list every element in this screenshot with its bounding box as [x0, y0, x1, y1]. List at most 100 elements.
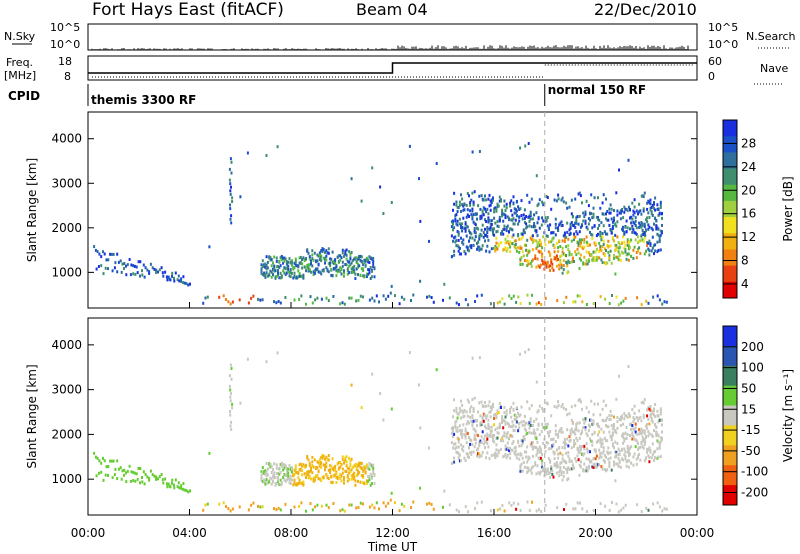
velocity-cell — [518, 457, 521, 461]
velocity-cell — [536, 410, 539, 414]
power-cell — [360, 260, 363, 263]
velocity-cell — [340, 479, 343, 483]
velocity-cell — [474, 441, 477, 445]
velocity-cell — [126, 469, 129, 473]
power-cell — [535, 239, 538, 243]
velocity-cell — [534, 445, 537, 449]
power-cell — [500, 199, 502, 203]
power-cell — [625, 219, 628, 223]
power-cell — [125, 264, 127, 268]
power-cell — [603, 247, 606, 251]
velocity-cell — [556, 433, 559, 436]
power-cell — [117, 260, 120, 264]
power-cell — [550, 258, 553, 262]
power-cell — [128, 258, 131, 261]
velocity-cell — [102, 456, 104, 460]
power-cell — [510, 218, 513, 222]
power-cell — [489, 199, 492, 203]
power-cell — [540, 303, 543, 306]
velocity-cell — [602, 399, 605, 403]
power-cell — [107, 258, 110, 262]
power-cell — [389, 291, 392, 295]
power-cell — [317, 262, 320, 266]
power-cell — [597, 227, 599, 230]
power-cell — [574, 300, 577, 304]
velocity-cell — [565, 451, 568, 455]
velocity-cell — [348, 471, 351, 475]
velocity-cell — [523, 465, 526, 469]
velocity-cell — [553, 464, 556, 468]
velocity-cell — [450, 431, 453, 435]
power-cell — [284, 267, 287, 270]
velocity-cell — [308, 470, 311, 474]
power-cell — [551, 231, 554, 235]
velocity-cell — [469, 410, 472, 414]
power-cell — [484, 234, 486, 237]
velocity-cell — [457, 440, 460, 444]
velocity-cell — [593, 402, 596, 406]
velocity-cell — [346, 474, 349, 478]
power-cell — [661, 216, 663, 220]
velocity-cell — [246, 357, 249, 361]
velocity-cell — [621, 416, 623, 420]
velocity-cell — [624, 414, 627, 418]
velocity-cell — [168, 484, 171, 488]
power-cell — [547, 265, 550, 269]
velocity-cell — [528, 508, 531, 512]
velocity-cell — [622, 422, 625, 426]
velocity-cell — [637, 447, 639, 451]
power-cell — [472, 202, 475, 206]
power-cell — [136, 271, 139, 275]
power-cell — [555, 258, 558, 262]
velocity-cell — [363, 482, 366, 486]
velocity-cell — [655, 426, 658, 429]
power-cell — [505, 226, 508, 229]
power-cell — [615, 246, 618, 250]
velocity-cell — [503, 405, 506, 409]
power-cell — [556, 226, 559, 230]
power-cell — [627, 205, 630, 209]
power-cell — [350, 261, 353, 265]
velocity-ylabel: Slant Range [km] — [25, 364, 39, 468]
power-cell — [597, 232, 599, 236]
power-cell — [465, 224, 468, 228]
nave-trace — [92, 64, 693, 78]
velocity-cell — [536, 449, 539, 453]
power-cell — [578, 214, 581, 218]
power-cell — [293, 274, 296, 278]
velocity-cell — [546, 441, 549, 445]
power-cell — [141, 273, 144, 277]
power-cell — [560, 266, 563, 270]
power-cell — [465, 245, 468, 249]
power-cell — [339, 254, 342, 258]
velocity-cell — [661, 436, 663, 440]
power-cell — [647, 211, 650, 215]
power-cell — [302, 256, 305, 260]
velocity-cell — [537, 471, 540, 475]
velocity-cell — [298, 481, 301, 485]
velocity-cell — [316, 503, 319, 507]
power-cell — [316, 259, 319, 263]
power-cell — [503, 224, 506, 228]
date-title: 22/Dec/2010 — [594, 0, 697, 19]
power-cell — [97, 265, 100, 268]
power-cell — [348, 296, 351, 300]
velocity-cell — [349, 470, 352, 473]
power-cell — [326, 269, 329, 273]
velocity-cell — [527, 455, 530, 459]
xtick-label: 12:00 — [375, 526, 410, 540]
velocity-cell — [557, 452, 560, 456]
velocity-cell — [632, 427, 635, 431]
velocity-cell — [647, 417, 650, 421]
power-cell — [582, 246, 585, 250]
velocity-cell — [369, 483, 372, 487]
power-cell — [552, 268, 555, 272]
velocity-cell — [269, 463, 272, 466]
power-cell — [535, 247, 538, 250]
power-cell — [485, 210, 488, 214]
power-cell — [505, 229, 508, 233]
power-cell — [527, 262, 530, 266]
power-cell — [513, 222, 516, 226]
power-cell — [482, 198, 485, 202]
velocity-colorbar-swatch — [723, 405, 737, 426]
